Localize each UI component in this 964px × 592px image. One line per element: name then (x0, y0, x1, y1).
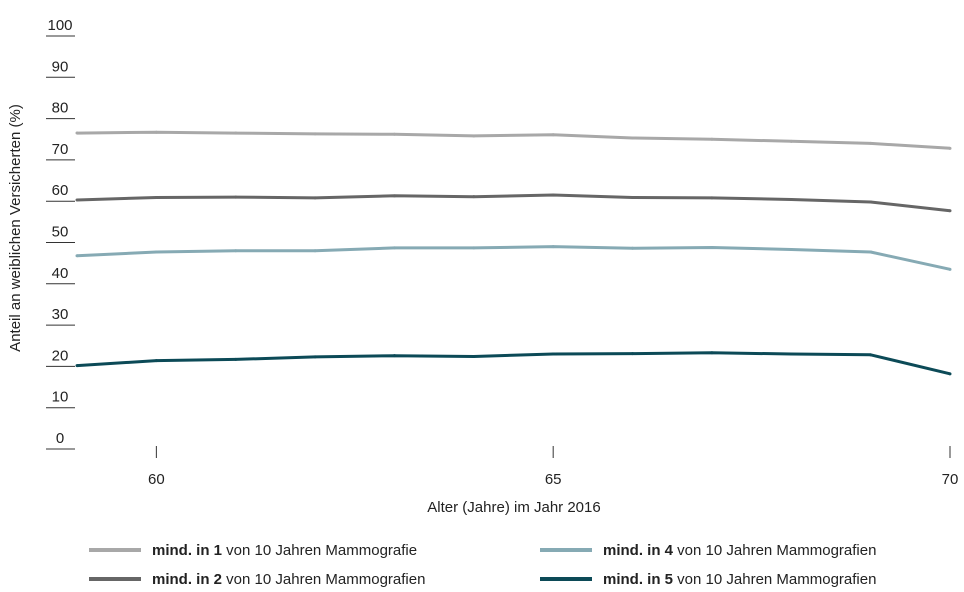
series-line-2 (76, 193, 951, 213)
x-tick-label-60: 60 (148, 471, 165, 488)
data-point-s3-66 (631, 246, 635, 250)
legend-label-bold-1: mind. in 1 (152, 542, 222, 559)
data-point-s2-64 (472, 195, 476, 199)
y-tick-label-40: 40 (52, 265, 69, 282)
y-tick-label-70: 70 (52, 141, 69, 158)
legend-label-rest-4: von 10 Jahren Mammografien (673, 571, 876, 588)
y-axis-title: Anteil an weiblichen Versicherten (%) (7, 104, 24, 352)
data-point-s2-66 (631, 195, 635, 199)
data-point-s2-69 (869, 200, 873, 204)
data-point-s4-67 (710, 351, 714, 355)
data-point-s1-68 (789, 139, 793, 143)
y-axis: 0 10 20 30 40 50 60 70 80 90 100 (46, 17, 75, 450)
data-point-s2-68 (789, 198, 793, 202)
data-point-s2-60 (154, 195, 158, 199)
data-point-s4-62 (313, 355, 317, 359)
data-point-s3-70 (948, 267, 952, 271)
data-point-s1-69 (869, 141, 873, 145)
legend-label-rest-1: von 10 Jahren Mammografie (222, 542, 417, 559)
series-line-4 (76, 351, 951, 376)
data-point-s2-63 (392, 194, 396, 198)
data-point-s4-59 (75, 364, 79, 368)
data-point-s3-62 (313, 249, 317, 253)
legend-label-1: mind. in 1 von 10 Jahren Mammografie (152, 542, 417, 559)
data-point-s2-70 (948, 209, 952, 213)
y-tick-label-0: 0 (56, 430, 64, 447)
data-point-s3-61 (234, 249, 238, 253)
plot-lines (75, 130, 952, 376)
data-point-s3-64 (472, 246, 476, 250)
y-tick-label-10: 10 (52, 389, 69, 406)
data-point-s1-61 (234, 131, 238, 135)
data-point-s1-62 (313, 132, 317, 136)
data-point-s1-70 (948, 146, 952, 150)
y-tick-label-60: 60 (52, 182, 69, 199)
y-tick-label-20: 20 (52, 347, 69, 364)
data-point-s4-64 (472, 354, 476, 358)
legend-label-bold-2: mind. in 2 (152, 571, 222, 588)
x-tick-label-65: 65 (545, 471, 562, 488)
legend-label-4: mind. in 5 von 10 Jahren Mammografien (603, 571, 876, 588)
data-point-s3-69 (869, 250, 873, 254)
data-point-s3-68 (789, 248, 793, 252)
legend-label-rest-3: von 10 Jahren Mammografien (673, 542, 876, 559)
data-point-s2-67 (710, 196, 714, 200)
data-point-s3-63 (392, 246, 396, 250)
data-point-s1-65 (551, 133, 555, 137)
data-point-s1-64 (472, 134, 476, 138)
legend-label-3: mind. in 4 von 10 Jahren Mammografien (603, 542, 876, 559)
data-point-s4-69 (869, 353, 873, 357)
data-point-s4-61 (234, 357, 238, 361)
x-axis: 60 65 70 (148, 446, 958, 488)
series-line-3 (76, 245, 951, 271)
data-point-s2-61 (234, 195, 238, 199)
data-point-s2-65 (551, 193, 555, 197)
data-point-s2-59 (75, 198, 79, 202)
legend: mind. in 1 von 10 Jahren Mammografiemind… (89, 542, 876, 588)
y-tick-label-80: 80 (52, 100, 69, 117)
data-point-s3-60 (154, 250, 158, 254)
x-axis-title: Alter (Jahre) im Jahr 2016 (427, 499, 600, 516)
y-tick-label-90: 90 (52, 58, 69, 75)
data-point-s3-67 (710, 245, 714, 249)
data-point-s1-63 (392, 132, 396, 136)
data-point-s4-70 (948, 372, 952, 376)
data-point-s4-68 (789, 352, 793, 356)
data-point-s2-62 (313, 196, 317, 200)
y-tick-label-50: 50 (52, 224, 69, 241)
y-tick-label-30: 30 (52, 306, 69, 323)
series-line-1 (76, 130, 951, 150)
legend-label-bold-3: mind. in 4 (603, 542, 674, 559)
data-point-s3-59 (75, 254, 79, 258)
data-point-s4-60 (154, 359, 158, 363)
data-point-s4-65 (551, 352, 555, 356)
legend-label-bold-4: mind. in 5 (603, 571, 673, 588)
legend-label-2: mind. in 2 von 10 Jahren Mammografien (152, 571, 425, 588)
data-point-s3-65 (551, 245, 555, 249)
x-tick-label-70: 70 (942, 471, 959, 488)
data-point-s1-59 (75, 131, 79, 135)
data-point-s1-67 (710, 137, 714, 141)
data-point-s1-60 (154, 130, 158, 134)
y-tick-label-100: 100 (47, 17, 72, 34)
legend-label-rest-2: von 10 Jahren Mammografien (222, 571, 425, 588)
data-point-s1-66 (631, 136, 635, 140)
data-point-s4-66 (631, 352, 635, 356)
data-point-s4-63 (392, 354, 396, 358)
